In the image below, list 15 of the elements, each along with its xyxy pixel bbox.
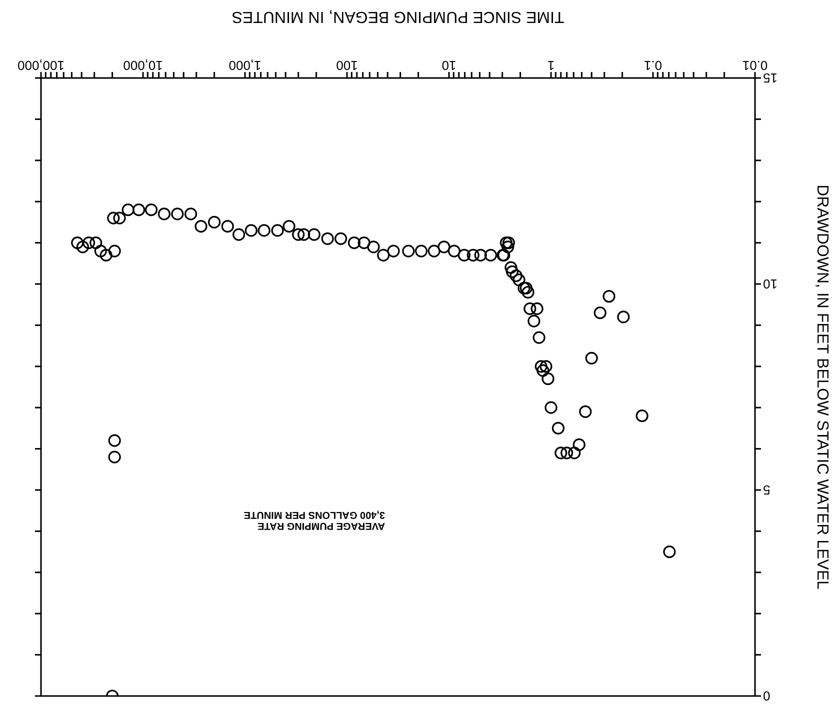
annotation: AVERAGE PUMPING RATE 3,400 GALLONS PER MINUTE [242, 509, 385, 531]
x-tick-label: 1 [547, 58, 555, 73]
x-tick-label: 0.1 [644, 58, 662, 73]
y-axis-title: DRAWDOWN, IN FEET BELOW STATIC WATER LEVEL [813, 184, 830, 590]
y-tick-label: 15 [763, 70, 778, 86]
y-tick-label: 5 [763, 482, 770, 498]
x-tick-label: 10 [442, 58, 456, 73]
y-tick-label: 0 [763, 688, 770, 704]
x-tick-label: 10,000 [123, 58, 163, 73]
x-axis-title: TIME SINCE PUMPING BEGAN, IN MINUTES [232, 8, 564, 25]
x-tick-label: 0.01 [742, 58, 768, 73]
x-tick-label: 100 [336, 58, 358, 73]
y-tick-label: 10 [763, 276, 778, 292]
x-tick-label: 100,000 [18, 58, 64, 73]
x-tick-label: 1,000 [228, 58, 262, 73]
